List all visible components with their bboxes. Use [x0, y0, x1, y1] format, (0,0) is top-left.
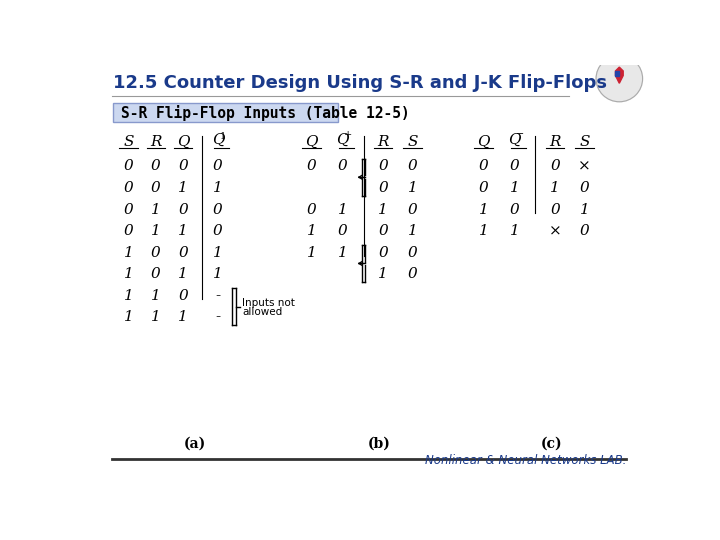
Text: 0: 0	[580, 181, 590, 195]
Text: 0: 0	[378, 181, 388, 195]
Text: 0: 0	[550, 159, 560, 173]
Text: 1: 1	[307, 246, 317, 260]
Text: 0: 0	[408, 202, 418, 217]
Text: 1: 1	[178, 267, 188, 281]
Text: 0: 0	[178, 202, 188, 217]
Text: −: −	[516, 130, 524, 139]
Text: Q: Q	[336, 133, 349, 147]
Text: 1: 1	[213, 181, 222, 195]
Text: 0: 0	[550, 202, 560, 217]
Text: 0: 0	[178, 289, 188, 303]
Text: 1: 1	[338, 202, 348, 217]
Text: Nonlinear & Neural Networks LAB.: Nonlinear & Neural Networks LAB.	[425, 454, 626, 467]
Text: 0: 0	[151, 181, 161, 195]
Text: 1: 1	[124, 310, 134, 325]
Text: 1: 1	[510, 224, 520, 238]
Text: 1: 1	[479, 224, 489, 238]
Text: S: S	[407, 135, 418, 149]
Text: 0: 0	[213, 202, 222, 217]
Text: (c): (c)	[540, 437, 562, 451]
Text: 1: 1	[378, 202, 388, 217]
Text: -: -	[215, 289, 220, 303]
Text: 1: 1	[220, 132, 226, 141]
Text: S-R Flip-Flop Inputs (Table 12-5): S-R Flip-Flop Inputs (Table 12-5)	[121, 105, 410, 120]
Text: R: R	[150, 135, 161, 149]
Text: 1: 1	[408, 224, 418, 238]
Text: 1: 1	[124, 289, 134, 303]
Text: Inputs not: Inputs not	[242, 298, 294, 308]
Text: 1: 1	[151, 224, 161, 238]
Text: 1: 1	[378, 267, 388, 281]
Text: 0: 0	[124, 181, 134, 195]
Text: Q: Q	[212, 133, 224, 147]
Text: S: S	[579, 135, 590, 149]
Text: 1: 1	[479, 202, 489, 217]
Text: 1: 1	[178, 181, 188, 195]
Text: 0: 0	[178, 159, 188, 173]
Text: R: R	[549, 135, 561, 149]
Text: 0: 0	[408, 246, 418, 260]
Text: 1: 1	[178, 310, 188, 325]
Text: 1: 1	[338, 246, 348, 260]
Text: Q: Q	[508, 133, 521, 147]
Text: 0: 0	[580, 224, 590, 238]
Text: 1: 1	[213, 267, 222, 281]
Text: 0: 0	[510, 202, 520, 217]
Circle shape	[596, 56, 642, 102]
Text: 0: 0	[151, 267, 161, 281]
Text: -: -	[215, 310, 220, 325]
Text: 12.5 Counter Design Using S-R and J-K Flip-Flops: 12.5 Counter Design Using S-R and J-K Fl…	[113, 75, 607, 92]
Text: 0: 0	[510, 159, 520, 173]
Text: 1: 1	[510, 181, 520, 195]
Text: 1: 1	[124, 267, 134, 281]
Text: 0: 0	[213, 159, 222, 173]
Text: 0: 0	[338, 224, 348, 238]
Text: 0: 0	[151, 159, 161, 173]
Text: 0: 0	[307, 202, 317, 217]
Text: 1: 1	[151, 310, 161, 325]
Text: (a): (a)	[184, 437, 206, 451]
Text: 1: 1	[151, 202, 161, 217]
Text: Q: Q	[477, 135, 490, 149]
Text: 1: 1	[550, 181, 560, 195]
FancyBboxPatch shape	[113, 103, 338, 122]
Text: (b): (b)	[368, 437, 390, 451]
Text: 1: 1	[307, 224, 317, 238]
Text: 1: 1	[408, 181, 418, 195]
Text: S: S	[124, 135, 134, 149]
Text: 0: 0	[378, 246, 388, 260]
Text: 0: 0	[151, 246, 161, 260]
Text: R: R	[377, 135, 389, 149]
Text: 0: 0	[378, 159, 388, 173]
Text: 1: 1	[178, 224, 188, 238]
Text: ×: ×	[549, 224, 562, 238]
Text: 0: 0	[338, 159, 348, 173]
Text: 1: 1	[124, 246, 134, 260]
Text: 0: 0	[408, 267, 418, 281]
Text: 0: 0	[178, 246, 188, 260]
Text: 0: 0	[213, 224, 222, 238]
Text: 1: 1	[580, 202, 590, 217]
Text: 0: 0	[124, 224, 134, 238]
Text: Q: Q	[176, 135, 189, 149]
Text: 1: 1	[151, 289, 161, 303]
Text: 1: 1	[213, 246, 222, 260]
Text: ×: ×	[578, 159, 591, 173]
Text: allowed: allowed	[242, 307, 282, 317]
Text: 0: 0	[124, 159, 134, 173]
Text: 0: 0	[479, 159, 489, 173]
Text: 0: 0	[378, 224, 388, 238]
Text: 0: 0	[408, 159, 418, 173]
Text: Q: Q	[305, 135, 318, 149]
Text: 0: 0	[479, 181, 489, 195]
Text: 0: 0	[307, 159, 317, 173]
Polygon shape	[616, 71, 619, 76]
Polygon shape	[616, 67, 624, 83]
Text: +: +	[344, 130, 352, 139]
Text: 0: 0	[124, 202, 134, 217]
